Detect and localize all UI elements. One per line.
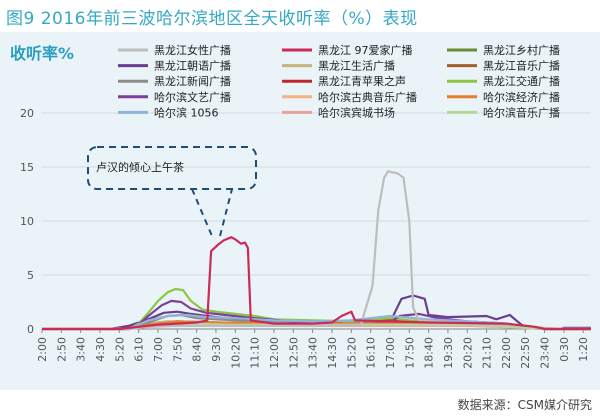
x-tick-label: 3:40 [75,337,88,362]
y-tick-label: 5 [27,269,34,282]
callout-text: 卢汉的倾心上午茶 [96,160,184,174]
x-tick-label: 23:40 [539,337,552,369]
legend-label: 哈尔滨经济广播 [483,90,560,104]
x-tick-label: 7:50 [171,337,184,362]
x-tick-label: 21:10 [481,337,494,369]
legend-label: 哈尔滨文艺广播 [154,90,231,104]
x-tick-label: 17:50 [403,337,416,369]
figure-title: 图9 2016年前三波哈尔滨地区全天收听率（%）表现 [6,9,418,29]
x-tick-label: 4:30 [94,337,107,362]
x-tick-label: 12:50 [287,337,300,369]
x-tick-label: 22:00 [500,337,513,369]
x-tick-label: 20:20 [461,337,474,369]
x-tick-label: 0:30 [558,337,571,362]
legend-label: 哈尔滨宾城书场 [318,105,395,119]
x-tick-label: 6:10 [133,337,146,362]
x-tick-label: 13:40 [307,337,320,369]
callout-pointer [191,188,233,237]
x-tick-label: 16:10 [365,337,378,369]
legend-label: 哈尔滨音乐广播 [483,105,560,119]
x-tick-label: 12:00 [268,337,281,369]
legend-label: 黑龙江交通广播 [483,74,560,88]
x-tick-label: 19:30 [442,337,455,369]
legend-label: 黑龙江音乐广播 [483,59,560,73]
legend-label: 黑龙江乡村广播 [483,43,560,57]
x-tick-label: 2:50 [55,337,68,362]
legend-label: 黑龙江青苹果之声 [318,74,406,88]
x-tick-label: 10:20 [229,337,242,369]
x-tick-label: 18:40 [423,337,436,369]
series-line [42,236,591,331]
x-tick-label: 14:30 [326,337,339,369]
x-tick-label: 7:00 [152,337,165,362]
legend-label: 哈尔滨 1056 [154,105,219,119]
y-tick-label: 10 [20,215,34,228]
x-tick-label: 17:00 [384,337,397,369]
x-tick-label: 2:00 [36,337,49,362]
legend-label: 黑龙江女性广播 [154,43,231,57]
legend-label: 黑龙江朝语广播 [154,59,231,73]
series-line [42,170,591,331]
legend-label: 黑龙江新闻广播 [154,74,231,88]
source-note: 数据来源：CSM媒介研究 [457,398,592,412]
y-tick-label: 20 [20,107,34,120]
x-tick-label: 9:30 [210,337,223,362]
legend-label: 黑龙江 97爱家广播 [318,43,413,57]
y-axis-label: 收听率% [10,44,75,63]
x-tick-label: 5:20 [113,337,126,362]
callout-box [87,146,257,190]
legend-label: 黑龙江生活广播 [318,59,395,73]
x-tick-label: 15:20 [345,337,358,369]
legend-label: 哈尔滨古典音乐广播 [318,90,417,104]
y-tick-label: 0 [27,323,34,336]
x-tick-label: 22:50 [519,337,532,369]
y-tick-label: 15 [20,161,34,174]
x-tick-label: 11:10 [249,337,262,369]
x-tick-label: 8:40 [191,337,204,362]
x-tick-label: 1:20 [577,337,590,362]
